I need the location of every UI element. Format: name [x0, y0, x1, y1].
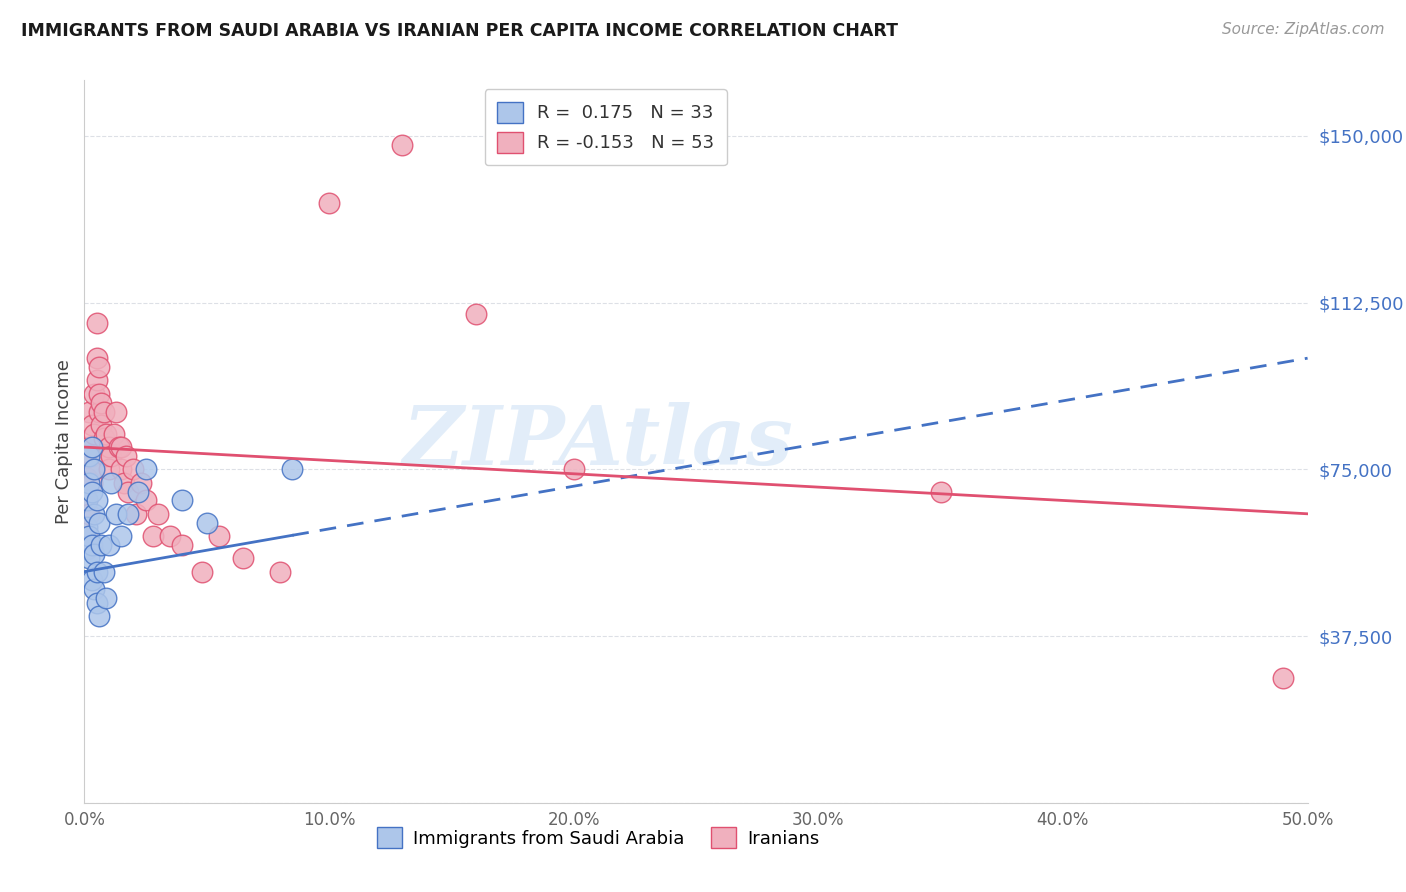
- Point: [80, 440, 103, 454]
- Point: [159, 529, 181, 543]
- Point: [107, 440, 129, 454]
- Point: [93, 404, 115, 418]
- Point: [122, 462, 145, 476]
- Point: [77, 449, 100, 463]
- Text: Source: ZipAtlas.com: Source: ZipAtlas.com: [1222, 22, 1385, 37]
- Point: [97, 462, 120, 476]
- Point: [76, 493, 98, 508]
- Point: [1272, 671, 1295, 685]
- Point: [129, 475, 152, 490]
- Point: [83, 582, 105, 597]
- Point: [195, 516, 218, 530]
- Point: [96, 426, 118, 441]
- Point: [86, 373, 108, 387]
- Point: [110, 440, 132, 454]
- Point: [80, 538, 103, 552]
- Point: [76, 529, 98, 543]
- Point: [83, 426, 105, 441]
- Point: [172, 493, 194, 508]
- Point: [87, 360, 110, 375]
- Point: [83, 507, 105, 521]
- Point: [191, 565, 214, 579]
- Point: [100, 449, 122, 463]
- Point: [80, 574, 103, 588]
- Point: [90, 538, 112, 552]
- Point: [86, 316, 108, 330]
- Point: [77, 507, 100, 521]
- Point: [146, 507, 169, 521]
- Point: [83, 386, 105, 401]
- Point: [83, 462, 105, 476]
- Point: [172, 538, 194, 552]
- Point: [90, 417, 112, 432]
- Point: [135, 462, 157, 476]
- Legend: Immigrants from Saudi Arabia, Iranians: Immigrants from Saudi Arabia, Iranians: [370, 820, 827, 855]
- Point: [208, 529, 231, 543]
- Point: [97, 440, 120, 454]
- Point: [77, 551, 100, 566]
- Text: ZIPAtlas: ZIPAtlas: [402, 401, 793, 482]
- Point: [77, 440, 100, 454]
- Point: [929, 484, 952, 499]
- Point: [391, 137, 413, 152]
- Point: [76, 493, 98, 508]
- Point: [117, 484, 139, 499]
- Point: [110, 462, 132, 476]
- Point: [87, 609, 110, 624]
- Point: [96, 449, 118, 463]
- Point: [83, 462, 105, 476]
- Point: [135, 493, 157, 508]
- Point: [464, 307, 486, 321]
- Point: [86, 565, 108, 579]
- Point: [76, 542, 98, 557]
- Point: [110, 529, 132, 543]
- Point: [77, 475, 100, 490]
- Point: [93, 431, 115, 445]
- Point: [87, 404, 110, 418]
- Point: [232, 551, 254, 566]
- Point: [562, 462, 585, 476]
- Point: [77, 404, 100, 418]
- Point: [127, 484, 149, 499]
- Point: [86, 493, 108, 508]
- Point: [87, 516, 110, 530]
- Point: [96, 591, 118, 606]
- Point: [77, 529, 100, 543]
- Text: IMMIGRANTS FROM SAUDI ARABIA VS IRANIAN PER CAPITA INCOME CORRELATION CHART: IMMIGRANTS FROM SAUDI ARABIA VS IRANIAN …: [21, 22, 898, 40]
- Point: [76, 520, 98, 534]
- Point: [76, 471, 98, 485]
- Point: [80, 417, 103, 432]
- Point: [105, 507, 128, 521]
- Point: [100, 475, 122, 490]
- Point: [281, 462, 304, 476]
- Point: [80, 449, 103, 463]
- Point: [125, 507, 148, 521]
- Point: [97, 538, 120, 552]
- Point: [103, 426, 125, 441]
- Y-axis label: Per Capita Income: Per Capita Income: [55, 359, 73, 524]
- Point: [80, 484, 103, 499]
- Point: [86, 351, 108, 366]
- Point: [105, 404, 128, 418]
- Point: [269, 565, 291, 579]
- Point: [87, 386, 110, 401]
- Point: [80, 475, 103, 490]
- Point: [112, 475, 135, 490]
- Point: [142, 529, 165, 543]
- Point: [115, 449, 138, 463]
- Point: [90, 395, 112, 409]
- Point: [93, 565, 115, 579]
- Point: [318, 195, 340, 210]
- Point: [86, 596, 108, 610]
- Point: [117, 507, 139, 521]
- Point: [83, 547, 105, 561]
